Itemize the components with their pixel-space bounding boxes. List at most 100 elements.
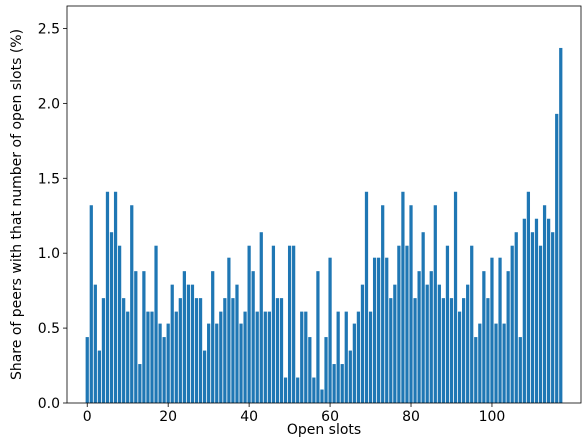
bar (304, 311, 308, 403)
bar (372, 257, 377, 403)
bar (470, 245, 474, 403)
bar (259, 232, 263, 403)
bar (555, 113, 559, 404)
bar (445, 245, 450, 403)
bar (174, 311, 178, 403)
bar (332, 364, 336, 403)
bar (551, 232, 555, 403)
bar (150, 311, 154, 403)
bar (490, 257, 494, 403)
bar (381, 205, 385, 403)
bar (166, 323, 170, 403)
bar (287, 245, 292, 403)
bar (409, 205, 413, 403)
bar (126, 311, 130, 403)
bar (300, 311, 304, 403)
bar (542, 205, 547, 403)
bar (486, 298, 490, 403)
plot-frame (66, 5, 582, 404)
bar (425, 284, 429, 403)
bar (336, 311, 340, 403)
bar (105, 191, 110, 403)
bar (324, 337, 328, 403)
bar (170, 284, 174, 403)
bar (510, 245, 514, 403)
bar (389, 298, 393, 403)
bar (235, 284, 239, 403)
bar (538, 245, 543, 403)
bar (158, 323, 162, 403)
bar (211, 271, 215, 403)
bar (292, 245, 296, 403)
bar (154, 245, 158, 403)
bar (368, 311, 373, 403)
bar (405, 245, 409, 403)
bar (142, 271, 146, 403)
bar (429, 271, 433, 403)
bar (227, 257, 231, 403)
x-axis-ticks: 0 20 40 60 80 100 (83, 403, 505, 425)
bar (474, 337, 478, 403)
y-tick-label: 1.5 (38, 171, 60, 187)
bar (518, 337, 522, 403)
bar (433, 205, 437, 403)
bar (219, 311, 223, 403)
bar (198, 298, 203, 403)
bar (413, 298, 417, 403)
bar (320, 389, 324, 403)
bar (344, 311, 348, 403)
bar (130, 205, 134, 403)
x-tick-label: 80 (402, 409, 420, 425)
bar (101, 298, 106, 403)
bar (283, 377, 288, 403)
bar (466, 284, 470, 403)
bar (498, 257, 502, 403)
bar (267, 311, 271, 403)
bar (182, 271, 186, 403)
bar (194, 298, 199, 403)
bar (215, 323, 219, 403)
bar (356, 311, 361, 403)
bar (348, 350, 352, 403)
bar (113, 191, 118, 403)
bar (462, 298, 466, 403)
x-tick-label: 0 (83, 409, 92, 425)
bar (397, 245, 401, 403)
bar (328, 257, 332, 403)
bar (243, 311, 247, 403)
bar (441, 298, 446, 403)
bar (308, 337, 312, 403)
bar (223, 298, 227, 403)
bar (385, 257, 389, 403)
bar (178, 298, 182, 403)
bar (316, 271, 320, 403)
bar (506, 271, 510, 403)
bar (522, 218, 526, 403)
bar-series (85, 47, 563, 404)
bar (207, 323, 211, 403)
bar (494, 323, 498, 403)
bar (360, 284, 365, 403)
bar (138, 364, 142, 403)
bar (417, 271, 421, 403)
bar (186, 284, 191, 403)
x-tick-label: 40 (240, 409, 258, 425)
bar (296, 377, 300, 403)
bar (482, 271, 486, 403)
bar (377, 257, 381, 403)
bar (239, 323, 243, 403)
bar (271, 245, 276, 403)
bar (401, 191, 405, 403)
bar (449, 298, 454, 403)
bar (97, 350, 101, 403)
x-tick-label: 20 (159, 409, 177, 425)
bar (393, 284, 397, 403)
bar (255, 311, 259, 403)
y-axis-label: Share of peers with that number of open … (9, 29, 25, 380)
bar (134, 271, 138, 403)
bar (514, 232, 518, 403)
bar (340, 364, 344, 403)
bar (190, 284, 195, 403)
bar (251, 271, 255, 403)
